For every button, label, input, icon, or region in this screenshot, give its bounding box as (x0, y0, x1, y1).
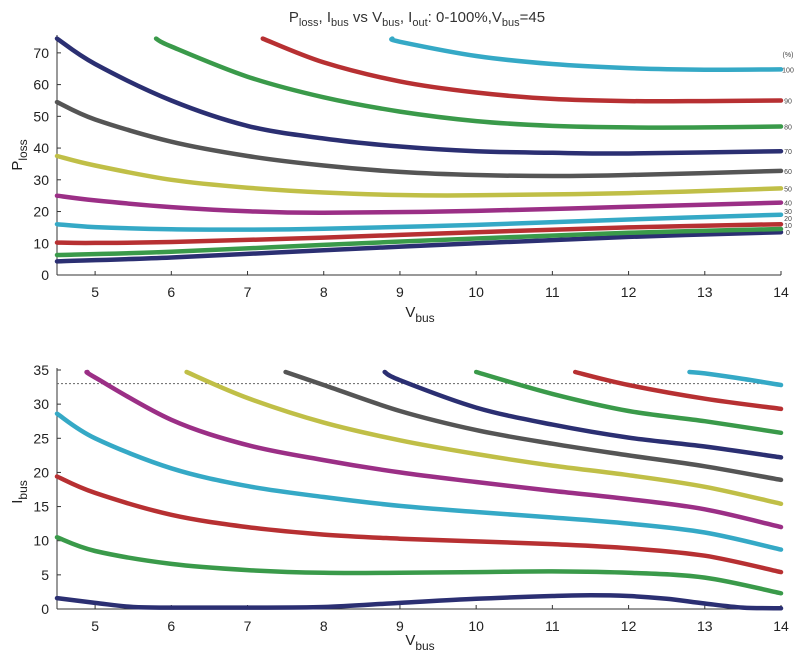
series-line-50 (184, 369, 784, 507)
y-tick-label: 10 (33, 533, 49, 549)
x-axis-label: Vbus (405, 304, 434, 325)
series-line-50 (54, 153, 784, 198)
series-line-70 (382, 369, 784, 460)
x-tick-label: 10 (468, 284, 484, 300)
series-line-60 (283, 369, 784, 483)
series-line-80 (153, 36, 784, 130)
y-tick-label: 50 (33, 108, 49, 124)
y-tick-label: 0 (41, 601, 49, 617)
y-tick-label: 30 (33, 172, 49, 188)
x-tick-label: 6 (167, 284, 175, 300)
x-tick-label: 13 (697, 618, 713, 634)
x-tick-label: 5 (91, 284, 99, 300)
y-tick-label: 15 (33, 499, 49, 515)
series-line-40 (84, 369, 784, 530)
y-tick-label: 20 (33, 464, 49, 480)
y-tick-label: 35 (33, 362, 49, 378)
ibus-plot: 5 6 7 8 9 10 11 12 13 14 0 5 10 15 20 25 30 35 Vbus Ibus (9, 362, 789, 653)
series-end-label: 90 (784, 98, 792, 105)
series-line-70 (54, 36, 784, 156)
series-line-40 (54, 193, 784, 216)
y-tick-label: 5 (41, 567, 49, 583)
x-tick-label: 7 (244, 618, 252, 634)
x-tick-label: 10 (468, 618, 484, 634)
series-end-label: 10 (784, 223, 792, 230)
x-tick-label: 12 (621, 618, 637, 634)
x-tick-label: 7 (244, 284, 252, 300)
y-tick-label: 30 (33, 396, 49, 412)
series-line-0 (54, 593, 784, 611)
series-end-label: 60 (784, 169, 792, 176)
series-line-10 (54, 535, 784, 596)
series-line-100 (389, 36, 784, 72)
series-end-label: 0 (786, 230, 790, 237)
series-line-20 (54, 221, 784, 246)
y-axis-label: Ploss (9, 139, 30, 170)
series-line-20 (54, 474, 784, 575)
y-tick-label: 60 (33, 77, 49, 93)
units-label: (%) (783, 52, 794, 59)
x-tick-label: 8 (320, 618, 328, 634)
series-line-60 (54, 99, 784, 179)
series-end-label: 20 (784, 216, 792, 223)
series-end-label: 80 (784, 124, 792, 131)
series-end-label: 70 (784, 149, 792, 156)
y-tick-label: 25 (33, 430, 49, 446)
series-end-label: 40 (784, 201, 792, 208)
x-tick-label: 6 (167, 618, 175, 634)
series-line-30 (54, 411, 784, 552)
chart-title: Ploss, Ibus vs Vbus, Iout: 0-100%,Vbus=4… (289, 9, 545, 29)
y-tick-label: 20 (33, 204, 49, 220)
y-tick-label: 10 (33, 235, 49, 251)
series-end-label: 50 (784, 186, 792, 193)
series-line-80 (473, 369, 784, 436)
x-tick-label: 11 (545, 618, 560, 634)
series-line-90 (260, 36, 784, 104)
series-line-0 (54, 229, 784, 264)
x-tick-label: 8 (320, 284, 328, 300)
series-end-label: 30 (784, 209, 792, 216)
y-tick-label: 0 (41, 267, 49, 283)
x-tick-label: 5 (91, 618, 99, 634)
series-line-10 (54, 226, 784, 258)
y-axis-label: Ibus (9, 480, 30, 504)
series-line-100 (687, 369, 784, 388)
x-axis-label: Vbus (405, 632, 434, 653)
y-tick-label: 40 (33, 140, 49, 156)
x-tick-label: 12 (621, 284, 637, 300)
x-tick-label: 13 (697, 284, 713, 300)
x-tick-label: 9 (396, 618, 404, 634)
x-tick-label: 11 (545, 284, 560, 300)
series-end-label: 100 (782, 67, 794, 74)
x-tick-label: 14 (773, 618, 789, 634)
series-line-30 (54, 212, 784, 232)
ploss-plot: 5 6 7 8 9 10 11 12 13 14010203040506070VbusPloss0… (9, 35, 794, 325)
y-tick-label: 70 (33, 45, 49, 61)
x-tick-label: 14 (773, 284, 789, 300)
series-line-90 (572, 369, 784, 412)
x-tick-label: 9 (396, 284, 404, 300)
